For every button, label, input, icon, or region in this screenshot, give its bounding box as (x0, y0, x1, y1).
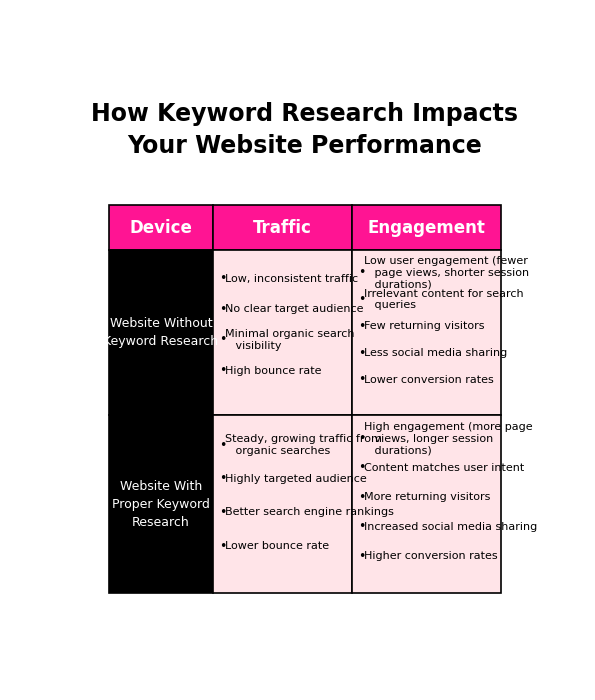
Bar (352, 415, 501, 594)
Text: Better search engine rankings: Better search engine rankings (225, 508, 394, 517)
Bar (109, 250, 213, 415)
Text: •: • (219, 506, 226, 519)
Text: •: • (219, 272, 226, 285)
Text: Lower conversion rates: Lower conversion rates (364, 375, 494, 385)
Text: Low, inconsistent traffic: Low, inconsistent traffic (225, 274, 358, 284)
Text: •: • (219, 473, 226, 485)
Bar (213, 250, 352, 415)
Text: Device: Device (130, 218, 192, 237)
Text: •: • (358, 373, 365, 386)
Text: •: • (358, 550, 365, 563)
Text: Traffic: Traffic (253, 218, 312, 237)
Bar (352, 205, 501, 250)
Text: •: • (358, 461, 365, 475)
Text: Minimal organic search
   visibility: Minimal organic search visibility (225, 329, 354, 351)
Text: Website With
Proper Keyword
Research: Website With Proper Keyword Research (112, 480, 210, 528)
Bar (213, 415, 352, 594)
Text: •: • (358, 432, 365, 445)
Text: High bounce rate: High bounce rate (225, 365, 321, 376)
Text: No clear target audience: No clear target audience (225, 304, 364, 314)
Text: How Keyword Research Impacts
Your Website Performance: How Keyword Research Impacts Your Websit… (92, 102, 518, 158)
Bar (352, 250, 501, 415)
Text: Higher conversion rates: Higher conversion rates (364, 552, 497, 561)
Text: Few returning visitors: Few returning visitors (364, 321, 484, 331)
Text: •: • (358, 293, 365, 306)
Text: Content matches user intent: Content matches user intent (364, 463, 524, 473)
Text: •: • (219, 303, 226, 316)
Text: More returning visitors: More returning visitors (364, 492, 490, 503)
Text: •: • (358, 266, 365, 279)
Text: •: • (358, 491, 365, 504)
Text: •: • (219, 364, 226, 377)
Text: •: • (219, 439, 226, 452)
Text: •: • (219, 333, 226, 346)
Text: Irrelevant content for search
   queries: Irrelevant content for search queries (364, 288, 524, 310)
Bar (109, 415, 213, 594)
Text: Engagement: Engagement (368, 218, 486, 237)
Text: •: • (358, 520, 365, 533)
Text: •: • (358, 320, 365, 332)
Text: Highly targeted audience: Highly targeted audience (225, 474, 367, 484)
Text: Low user engagement (fewer
   page views, shorter session
   durations): Low user engagement (fewer page views, s… (364, 256, 529, 289)
Bar (109, 205, 213, 250)
Text: Increased social media sharing: Increased social media sharing (364, 522, 537, 532)
Text: High engagement (more page
   views, longer session
   durations): High engagement (more page views, longer… (364, 422, 533, 455)
Text: Less social media sharing: Less social media sharing (364, 348, 507, 358)
Bar (213, 205, 352, 250)
Text: Website Without
Keyword Research: Website Without Keyword Research (104, 317, 218, 348)
Text: Lower bounce rate: Lower bounce rate (225, 541, 329, 551)
Text: •: • (358, 346, 365, 360)
Text: Steady, growing traffic from
   organic searches: Steady, growing traffic from organic sea… (225, 434, 381, 456)
Text: •: • (219, 540, 226, 553)
